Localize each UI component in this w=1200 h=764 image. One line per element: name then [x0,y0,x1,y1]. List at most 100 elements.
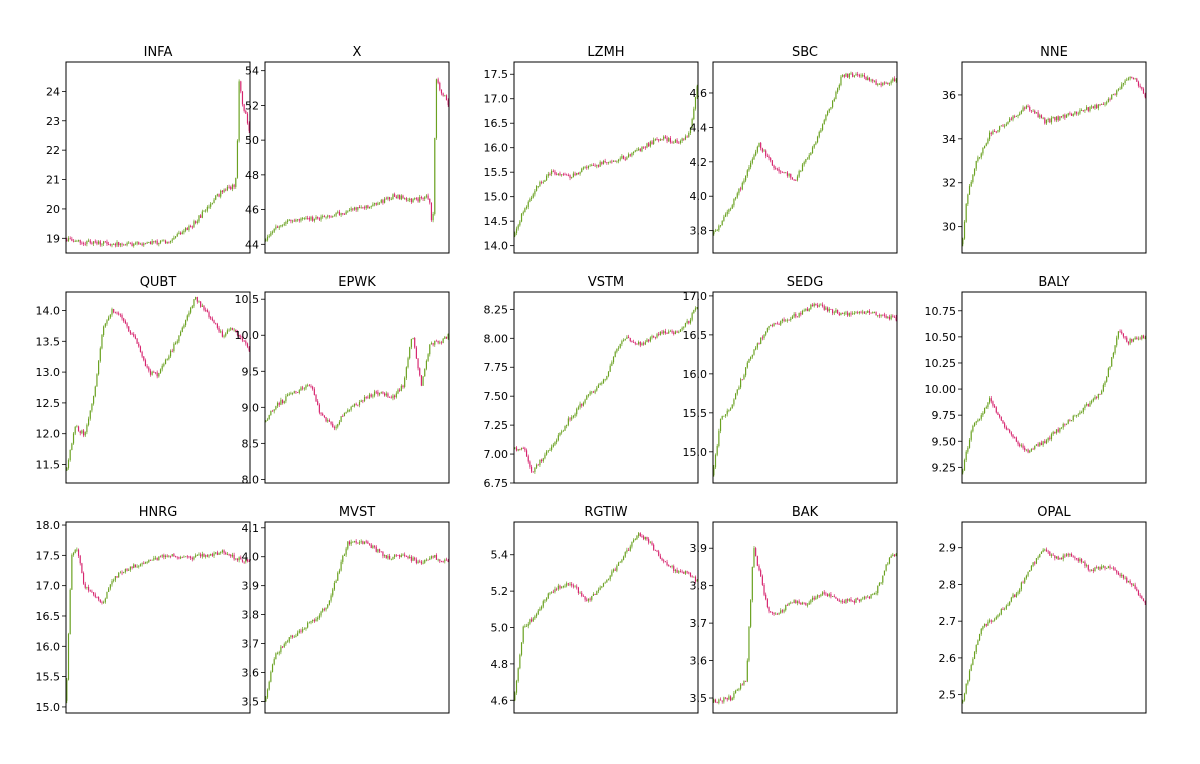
candle-body [143,563,145,565]
candle-body [982,626,984,629]
candle-body [885,315,887,318]
candle-body [723,697,725,702]
candle-body [101,334,103,349]
y-tick-label: 13.5 [36,335,61,348]
candle-body [1086,565,1088,566]
candle-body [806,158,809,160]
candle-body [612,569,615,572]
candle-body [557,585,559,590]
candle-body [716,702,718,704]
candle-body [1116,337,1118,346]
candle-body [402,195,404,199]
candle-body [566,583,568,586]
candle-body [755,151,757,156]
candle-body [190,556,192,558]
candle-body [280,646,282,653]
candle-body [835,91,837,99]
candle-body [193,299,195,307]
candle-body [186,556,188,558]
candle-body [266,236,269,241]
candle-body [1017,592,1019,594]
candle-body [805,602,807,606]
candle-body [148,559,150,563]
candle-body [397,194,399,199]
candle-body [363,541,366,544]
y-tick-label: 30 [942,221,956,234]
y-tick-label: 10.0 [235,329,260,342]
candle-body [72,240,75,242]
y-tick-label: 15.5 [484,166,509,179]
candle-body [275,226,277,229]
candle-body [190,226,192,227]
subplot-title: EPWK [338,275,376,290]
candle-body [1124,577,1126,579]
candle-body [788,603,790,606]
candle-body [537,610,539,615]
candle-body [678,571,680,573]
candle-body [166,555,168,557]
subplot-title: RGTIW [584,505,627,520]
candle-body [771,160,773,166]
y-tick-label: 9.75 [932,409,957,422]
candle-body [76,240,78,242]
candle-body [994,131,996,132]
candle-body [1099,394,1101,395]
y-tick-label: 5.4 [491,549,509,562]
candle-body [872,312,874,314]
y-tick-label: 14.0 [484,240,509,253]
candle-body [726,211,728,215]
candle-body [1121,331,1123,334]
candle-body [973,651,976,659]
candle-body [378,549,381,552]
candle-body [220,190,222,197]
candle-body [892,78,894,82]
candle-body [591,165,593,166]
candle-body [811,304,814,307]
y-tick-label: 2.9 [939,542,957,555]
candle-body [611,161,613,163]
candle-body [893,316,896,318]
candle-body [360,207,362,209]
candle-body [111,244,113,246]
candle-body [1050,554,1053,556]
candle-body [298,630,300,633]
candle-body [589,392,591,395]
candle-body [293,636,295,638]
candle-body [962,238,964,245]
candle-body [663,136,665,140]
candle-body [989,398,991,403]
candle-body [679,571,682,573]
candle-body [196,555,198,556]
candle-body [766,328,768,332]
candle-body [327,604,329,608]
candle-body [1079,110,1081,114]
candle-body [738,387,740,390]
candle-body [270,410,272,416]
candle-body [337,572,339,581]
y-tick-label: 4.2 [690,156,708,169]
candle-body [248,123,250,131]
candle-body [569,418,571,420]
axes-frame [264,521,450,714]
candle-body [223,550,225,553]
candle-body [144,243,147,245]
candle-body [678,331,680,333]
candle-body [146,242,148,244]
candle-body [144,562,147,564]
candle-body [783,172,785,174]
candle-body [342,416,344,417]
candle-body [185,556,187,558]
candle-body [693,309,695,314]
candle-body [1075,558,1078,560]
subplot-title: BALY [1038,275,1069,290]
candle-body [440,342,443,344]
candle-body [522,212,524,214]
candle-body [1027,571,1029,576]
candle-body [104,598,106,603]
candle-body [146,562,148,563]
candle-body [965,203,967,222]
candle-body [191,306,193,308]
candle-body [890,81,892,84]
candle-body [322,608,324,612]
